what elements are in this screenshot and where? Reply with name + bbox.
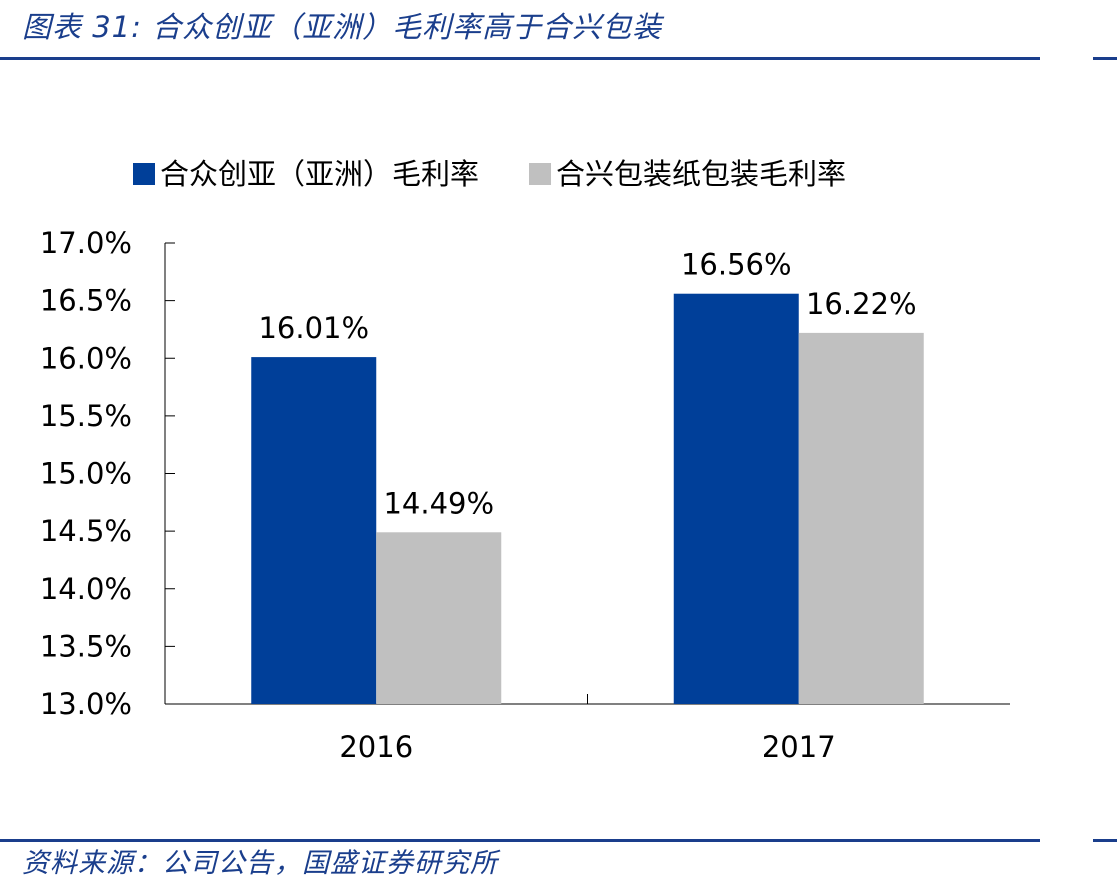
header-rule-right — [1093, 57, 1117, 60]
y-tick-label: 15.5% — [40, 399, 132, 433]
legend-swatch — [133, 163, 155, 185]
data-label: 16.01% — [258, 311, 369, 345]
y-tick-label: 13.0% — [40, 687, 132, 721]
y-tick-label: 14.0% — [40, 572, 132, 606]
footer-rule-right — [1093, 839, 1117, 842]
y-tick-label: 16.5% — [40, 284, 132, 318]
legend-label: 合兴包装纸包装毛利率 — [556, 157, 846, 191]
bar-series-2 — [798, 332, 924, 704]
x-tick-label: 2016 — [339, 730, 413, 764]
header-rule — [0, 57, 1040, 60]
y-tick-label: 15.0% — [40, 457, 132, 491]
y-tick-label: 17.0% — [40, 226, 132, 260]
y-tick-label: 14.5% — [40, 514, 132, 548]
bar-series-1 — [673, 293, 799, 704]
y-tick-label: 16.0% — [40, 341, 132, 375]
legend-swatch — [529, 163, 552, 185]
data-label: 14.49% — [383, 486, 494, 520]
footer-rule — [0, 839, 1040, 842]
bar-series-1 — [251, 357, 377, 704]
bar-chart: 合众创亚（亚洲）毛利率 合兴包装纸包装毛利率 13.0% 13.5% 14.0% 14.5… — [40, 157, 1010, 764]
data-label: 16.22% — [806, 287, 917, 321]
y-tick-label: 13.5% — [40, 629, 132, 663]
figure-title: 图表 31: 合众创亚（亚洲）毛利率高于合兴包装 — [22, 10, 663, 44]
data-label: 16.56% — [681, 248, 792, 282]
legend-label: 合众创亚（亚洲）毛利率 — [160, 157, 479, 191]
source-note: 资料来源：公司公告，国盛证券研究所 — [22, 848, 498, 879]
x-tick-label: 2017 — [762, 730, 836, 764]
bar-series-2 — [376, 532, 502, 704]
